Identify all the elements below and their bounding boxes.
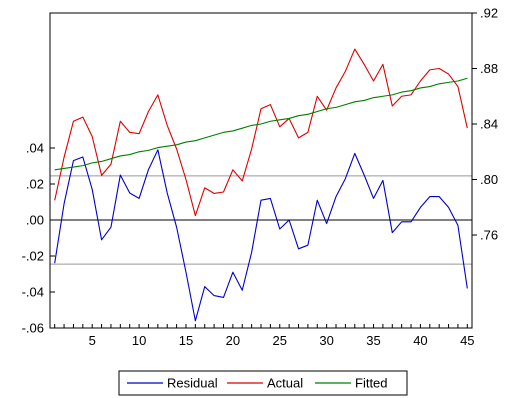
right-y-axis: .76 .80 .84 .88 .92 [472, 6, 498, 243]
right-tick-label: .84 [480, 117, 498, 132]
series-line-fitted [54, 77, 468, 171]
legend-label-fitted: Fitted [355, 376, 388, 391]
left-tick-label: -.02 [22, 249, 44, 264]
series-line-actual [54, 48, 468, 217]
x-tick-label: 5 [89, 333, 96, 348]
x-tick-label: 25 [273, 333, 287, 348]
series-line-residual [54, 149, 468, 322]
right-tick-label: .88 [480, 61, 498, 76]
x-axis: 5 10 15 20 25 30 35 40 45 [54, 324, 475, 348]
right-tick-label: .76 [480, 228, 498, 243]
x-tick-label: 30 [319, 333, 333, 348]
left-tick-label: -.06 [22, 321, 44, 336]
x-tick-label: 15 [179, 333, 193, 348]
series-lines [54, 48, 468, 322]
x-tick-label: 10 [132, 333, 146, 348]
x-tick-label: 40 [413, 333, 427, 348]
left-y-axis: -.06 -.04 -.02 .00 .02 .04 [22, 141, 55, 336]
right-tick-label: .80 [480, 172, 498, 187]
left-tick-label: .02 [26, 177, 44, 192]
right-tick-label: .92 [480, 6, 498, 21]
left-tick-label: .04 [26, 141, 44, 156]
left-tick-label: -.04 [22, 285, 44, 300]
legend-label-actual: Actual [267, 376, 303, 391]
x-tick-label: 20 [226, 333, 240, 348]
x-tick-label: 35 [366, 333, 380, 348]
left-tick-label: .00 [26, 213, 44, 228]
legend: Residual Actual Fitted [118, 370, 408, 396]
x-tick-label: 45 [460, 333, 474, 348]
legend-label-residual: Residual [167, 376, 218, 391]
